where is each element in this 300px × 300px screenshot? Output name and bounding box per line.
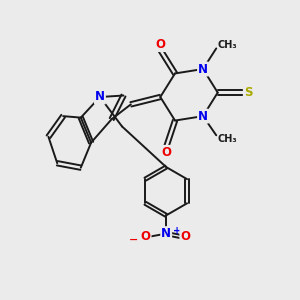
- Text: O: O: [180, 230, 190, 243]
- Text: N: N: [198, 110, 208, 123]
- Text: O: O: [161, 146, 171, 159]
- Text: CH₃: CH₃: [218, 40, 237, 50]
- Text: N: N: [198, 62, 208, 76]
- Text: N: N: [95, 91, 105, 103]
- Text: −: −: [129, 235, 138, 245]
- Text: CH₃: CH₃: [218, 134, 237, 144]
- Text: N: N: [161, 227, 171, 240]
- Text: +: +: [173, 226, 181, 236]
- Text: S: S: [244, 86, 252, 99]
- Text: O: O: [141, 230, 151, 243]
- Text: O: O: [155, 38, 165, 51]
